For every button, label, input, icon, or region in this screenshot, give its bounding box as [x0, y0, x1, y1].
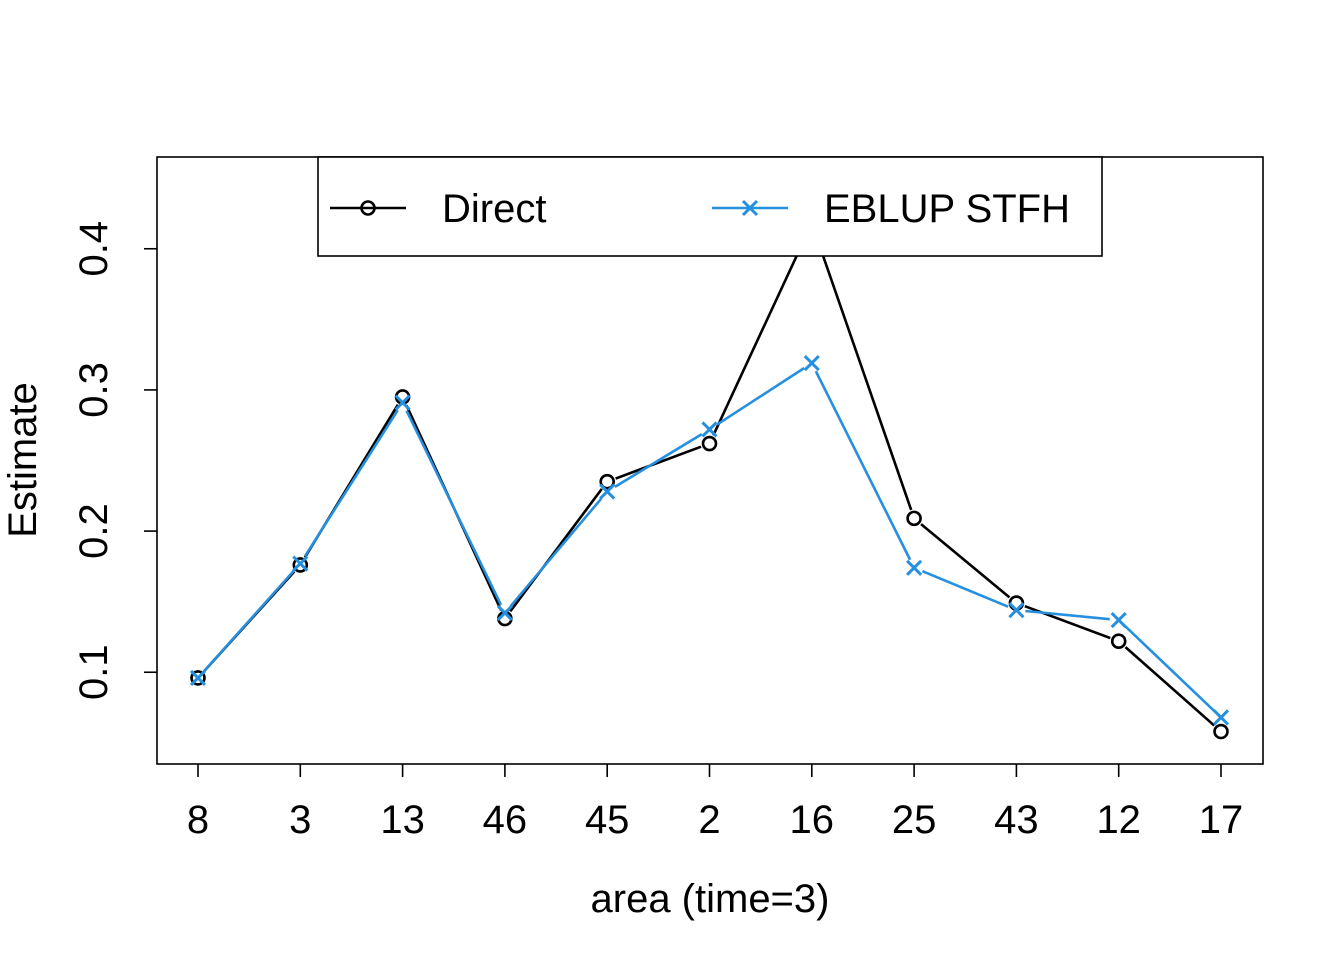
series-segment	[716, 366, 805, 426]
data-point-cross	[1110, 611, 1127, 629]
series-segment	[1124, 646, 1216, 727]
data-point-cross	[496, 604, 513, 622]
series-segment	[405, 410, 503, 606]
series-segment	[614, 433, 703, 488]
y-tick-label: 0.1	[72, 644, 116, 700]
x-tick-label: 25	[892, 798, 937, 842]
series-0	[190, 215, 1229, 740]
data-point-cross	[394, 394, 411, 411]
x-tick-label: 45	[585, 798, 630, 842]
y-tick-label: 0.2	[72, 503, 116, 559]
data-point-circle	[906, 510, 922, 527]
data-point-circle	[190, 670, 206, 686]
series-segment	[615, 445, 702, 480]
series-segment	[921, 570, 1009, 608]
x-tick-label: 13	[380, 798, 425, 842]
series-layer	[189, 215, 1230, 740]
data-point-cross	[1212, 709, 1230, 726]
data-point-cross	[292, 555, 309, 572]
series-segment	[304, 409, 399, 557]
y-tick-label: 0.3	[72, 362, 116, 418]
data-point-cross	[599, 483, 616, 500]
x-tick-label: 8	[187, 798, 209, 842]
series-segment	[920, 523, 1011, 599]
series-segment	[813, 231, 913, 511]
series-segment	[203, 569, 296, 673]
data-point-cross	[189, 669, 207, 686]
legend-label-direct: Direct	[442, 187, 546, 231]
x-tick-label: 17	[1199, 798, 1244, 842]
series-segment	[1025, 609, 1110, 621]
data-point-circle	[292, 557, 309, 573]
data-point-cross	[906, 559, 923, 576]
data-point-circle	[599, 473, 616, 490]
series-1	[189, 355, 1230, 726]
series-segment	[1124, 625, 1216, 713]
x-axis: 8 3 13 46 45 2 16 25 43 12 17	[187, 764, 1243, 842]
legend: Direct EBLUP STFH	[317, 156, 1103, 257]
legend-marker-cross	[741, 199, 759, 217]
x-tick-label: 43	[994, 798, 1039, 842]
legend-label-eblup: EBLUP STFH	[824, 187, 1070, 231]
legend-cross-path	[741, 199, 759, 217]
data-point-cross	[1008, 602, 1025, 619]
y-axis: 0.1 0.2 0.3 0.4	[72, 221, 157, 700]
x-tick-label: 46	[483, 798, 528, 842]
data-point-cross	[701, 421, 718, 438]
data-point-circle	[1213, 723, 1229, 740]
series-segment	[509, 497, 603, 607]
series-segment	[509, 488, 603, 613]
x-tick-label: 3	[289, 798, 311, 842]
x-tick-label: 2	[698, 798, 720, 842]
series-segment	[712, 230, 810, 436]
legend-box	[317, 156, 1103, 257]
data-point-circle	[701, 435, 718, 452]
data-point-cross	[803, 355, 820, 372]
x-axis-label: area (time=3)	[591, 877, 830, 921]
y-axis-label: Estimate	[1, 382, 45, 538]
x-tick-label: 12	[1096, 798, 1141, 842]
legend-marker-circle	[360, 200, 376, 216]
series-segment	[814, 370, 912, 561]
y-tick-label: 0.4	[72, 221, 116, 277]
data-point-circle	[1110, 633, 1127, 649]
x-tick-label: 16	[790, 798, 835, 842]
